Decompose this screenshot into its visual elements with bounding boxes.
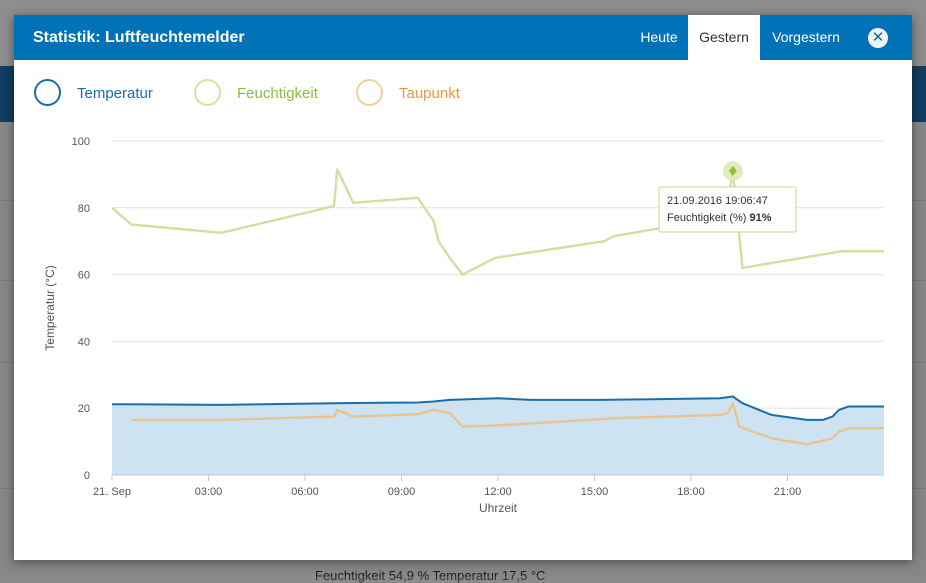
x-tick-label: 12:00 [484, 486, 512, 498]
highlight-point[interactable] [728, 166, 737, 177]
y-tick-label: 80 [78, 203, 90, 215]
tooltip-value: 91% [750, 212, 772, 224]
close-icon[interactable]: ✕ [868, 28, 888, 48]
legend-label: Feuchtigkeit [237, 85, 318, 102]
legend-circle-icon [194, 79, 221, 106]
tooltip-value-line: Feuchtigkeit (%) 91% [667, 212, 772, 224]
legend-circle-icon [356, 79, 383, 106]
y-axis-title: Temperatur (°C) [43, 265, 57, 350]
x-tick-label: 21:00 [774, 486, 802, 498]
x-tick-label: 03:00 [195, 486, 223, 498]
legend-circle-icon [34, 79, 61, 106]
modal-title: Statistik: Luftfeuchtemelder [33, 29, 245, 46]
x-tick-label: 06:00 [291, 486, 319, 498]
tab-heute[interactable]: Heute [640, 29, 678, 45]
modal-header: Statistik: Luftfeuchtemelder Heute Geste… [14, 15, 912, 60]
y-tick-label: 100 [72, 136, 90, 148]
x-tick-label: 09:00 [388, 486, 416, 498]
x-tick-label: 18:00 [677, 486, 705, 498]
series-line-taupunkt[interactable] [131, 402, 884, 446]
tab-gestern[interactable]: Gestern [688, 15, 760, 60]
y-tick-label: 20 [78, 403, 90, 415]
legend-label: Taupunkt [399, 85, 460, 102]
y-tick-label: 0 [84, 470, 90, 482]
tooltip-box [658, 186, 797, 233]
statistics-chart[interactable]: 0 20 40 60 80 100 21. Sep 03:00 06:00 09:00 12:00 1… [14, 15, 912, 535]
y-tick-label: 40 [78, 336, 90, 348]
y-tick-label: 60 [78, 270, 90, 282]
x-tick-label: 15:00 [581, 486, 609, 498]
tab-vorgestern[interactable]: Vorgestern [772, 29, 840, 45]
x-tick-label: 21. Sep [93, 486, 131, 498]
series-line-temperatur[interactable] [111, 395, 884, 421]
tooltip-series-label: Feuchtigkeit (%) [667, 212, 750, 224]
legend-label: Temperatur [77, 85, 153, 102]
x-axis-title: Uhrzeit [479, 501, 518, 515]
tooltip-time: 21.09.2016 19:06:47 [667, 195, 768, 207]
statistics-modal: Statistik: Luftfeuchtemelder Heute Geste… [14, 15, 912, 560]
